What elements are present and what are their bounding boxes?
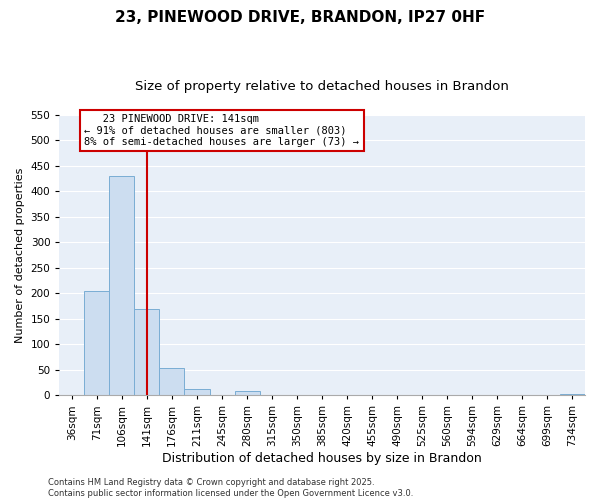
Bar [560, 394, 585, 396]
Bar [109, 176, 134, 396]
Bar [235, 391, 260, 396]
Text: 23 PINEWOOD DRIVE: 141sqm
← 91% of detached houses are smaller (803)
8% of semi-: 23 PINEWOOD DRIVE: 141sqm ← 91% of detac… [85, 114, 359, 147]
Title: Size of property relative to detached houses in Brandon: Size of property relative to detached ho… [135, 80, 509, 93]
Bar [85, 291, 109, 396]
Bar [160, 368, 184, 396]
Text: Contains HM Land Registry data © Crown copyright and database right 2025.
Contai: Contains HM Land Registry data © Crown c… [48, 478, 413, 498]
X-axis label: Distribution of detached houses by size in Brandon: Distribution of detached houses by size … [162, 452, 482, 465]
Y-axis label: Number of detached properties: Number of detached properties [15, 168, 25, 343]
Bar [134, 308, 160, 396]
Text: 23, PINEWOOD DRIVE, BRANDON, IP27 0HF: 23, PINEWOOD DRIVE, BRANDON, IP27 0HF [115, 10, 485, 25]
Bar [184, 388, 209, 396]
